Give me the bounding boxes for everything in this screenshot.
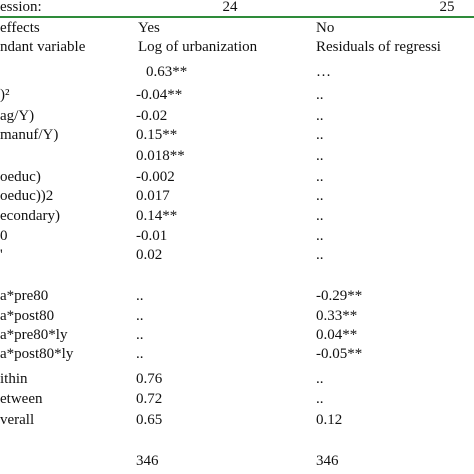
row-label: a*pre80 <box>0 288 49 304</box>
cell-value: 0.65 <box>136 412 163 428</box>
cell-value: .. <box>136 327 144 343</box>
row-label: ag/Y) <box>0 108 35 124</box>
cell-value: 0.04** <box>316 327 358 343</box>
row-label: ndant variable <box>0 39 86 55</box>
cell-value: .. <box>316 148 324 164</box>
cell-value: Residuals of regressi <box>316 39 441 55</box>
cell-value: 0.72 <box>136 391 163 407</box>
row-label: a*post80*ly <box>0 346 74 362</box>
cell-value: .. <box>316 247 324 263</box>
cell-value: Yes <box>138 20 160 36</box>
header-rule <box>0 16 474 18</box>
cell-value: No <box>316 20 335 36</box>
cell-value: .. <box>136 288 144 304</box>
cell-value: .. <box>316 87 324 103</box>
cell-value: 0.12 <box>316 412 343 428</box>
row-label: ' <box>0 247 3 263</box>
cell-value: .. <box>316 391 324 407</box>
cell-value: 346 <box>316 453 339 469</box>
row-label: etween <box>0 391 43 407</box>
cell-value: .. <box>316 169 324 185</box>
cell-value: 0.76 <box>136 371 163 387</box>
row-label: )² <box>0 87 10 103</box>
row-label: manuf/Y) <box>0 127 59 143</box>
header-col: 25 <box>439 0 455 15</box>
cell-value: -0.05** <box>316 346 363 362</box>
cell-value: Log of urbanization <box>138 39 258 55</box>
header-label: ession: <box>0 0 42 15</box>
row-label: econdary) <box>0 208 60 224</box>
cell-value: 0.018** <box>136 148 185 164</box>
row-label: effects <box>0 20 40 36</box>
cell-value: .. <box>316 108 324 124</box>
cell-value: -0.002 <box>136 169 175 185</box>
cell-value: .. <box>316 188 324 204</box>
row-label: a*pre80*ly <box>0 327 68 343</box>
row-label: 0 <box>0 228 8 244</box>
cell-value: 346 <box>136 453 159 469</box>
cell-value: -0.29** <box>316 288 363 304</box>
cell-value: .. <box>136 346 144 362</box>
cell-value: -0.01 <box>136 228 168 244</box>
cell-value: 0.33** <box>316 308 358 324</box>
cell-value: .. <box>316 127 324 143</box>
cell-value: 0.63** <box>146 64 188 80</box>
cell-value: -0.04** <box>136 87 183 103</box>
cell-value: 0.15** <box>136 127 178 143</box>
cell-value: 0.02 <box>136 247 163 263</box>
cell-value: … <box>316 64 331 80</box>
cell-value: 0.14** <box>136 208 178 224</box>
cell-value: 0.017 <box>136 188 170 204</box>
header-col: 24 <box>222 0 238 15</box>
row-label: oeduc) <box>0 169 41 185</box>
row-label: oeduc))2 <box>0 188 54 204</box>
cell-value: -0.02 <box>136 108 168 124</box>
cell-value: .. <box>316 228 324 244</box>
cell-value: .. <box>316 208 324 224</box>
row-label: a*post80 <box>0 308 55 324</box>
cell-value: .. <box>316 371 324 387</box>
row-label: verall <box>0 412 35 428</box>
cell-value: .. <box>136 308 144 324</box>
row-label: ithin <box>0 371 28 387</box>
